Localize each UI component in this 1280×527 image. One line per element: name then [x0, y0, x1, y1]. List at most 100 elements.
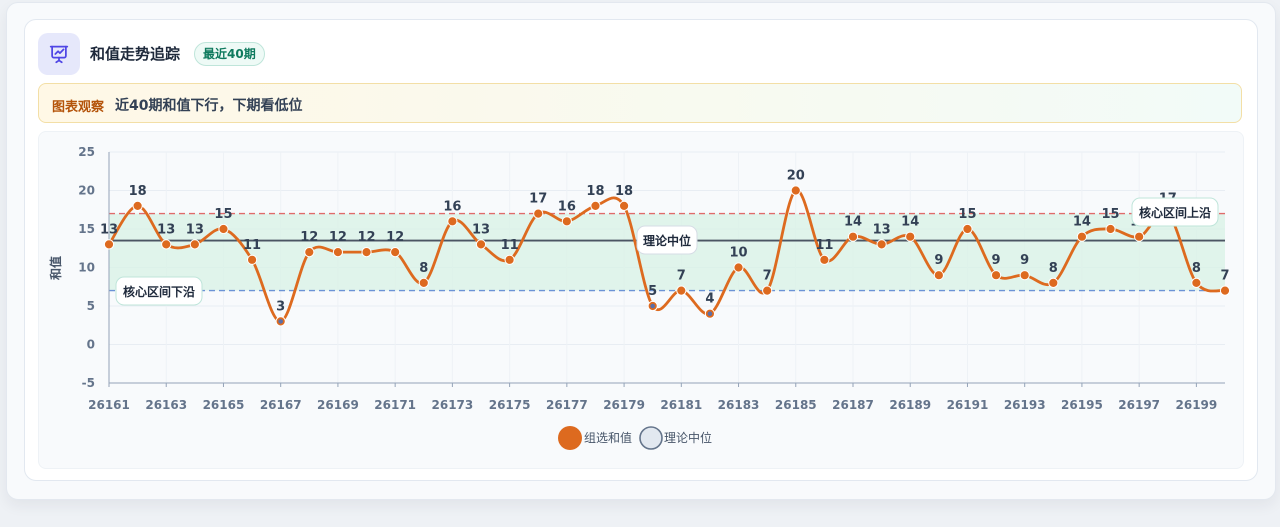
data-label: 14 — [844, 215, 862, 230]
data-point — [332, 247, 344, 258]
data-point — [933, 270, 944, 281]
data-labels: 13 18 13 13 15 11 3 12 12 12 12 8 16 13 11 17 16 18 18 5 7 4 1… — [100, 169, 1230, 315]
legend-label-series: 组选和值 — [584, 430, 632, 445]
callout-lower-label: 核心区间下沿 — [123, 284, 195, 299]
data-point — [990, 270, 1002, 281]
data-label: 11 — [243, 238, 261, 253]
y-tick-label: -5 — [82, 376, 95, 390]
data-label: 13 — [186, 222, 204, 237]
data-point — [1048, 277, 1059, 288]
data-label: 12 — [329, 230, 347, 245]
data-point — [447, 216, 458, 227]
data-point — [189, 239, 200, 250]
data-point — [733, 262, 744, 273]
data-point — [962, 223, 973, 235]
x-tick-label: 26197 — [1118, 398, 1160, 412]
x-tick-label: 26193 — [1004, 398, 1046, 412]
data-point — [847, 231, 859, 242]
data-point — [876, 239, 887, 250]
data-label: 16 — [443, 199, 461, 214]
data-point — [103, 239, 115, 250]
data-label: 13 — [100, 222, 118, 237]
data-label: 13 — [157, 222, 175, 237]
data-point — [132, 200, 143, 211]
data-point — [1019, 270, 1030, 281]
data-label: 12 — [357, 230, 375, 245]
data-point — [304, 247, 315, 258]
data-label: 15 — [1101, 207, 1119, 222]
data-label: 17 — [529, 192, 547, 207]
data-point-marker — [707, 311, 713, 317]
x-tick-label: 26195 — [1061, 398, 1103, 412]
data-label: 8 — [1192, 261, 1201, 276]
data-point — [762, 285, 773, 296]
y-tick-label: 0 — [87, 338, 95, 352]
presentation-chart-icon — [49, 45, 69, 64]
data-point — [561, 216, 572, 227]
data-label: 13 — [472, 222, 490, 237]
data-label: 12 — [300, 230, 318, 245]
data-point — [1191, 277, 1202, 288]
data-point — [905, 231, 916, 242]
observation-label: 图表观察 — [52, 100, 105, 115]
data-label: 15 — [214, 207, 232, 222]
x-tick-label: 26187 — [832, 398, 874, 412]
data-label: 15 — [958, 207, 976, 222]
y-tick-label: 20 — [78, 184, 95, 198]
callout-lower-box — [115, 276, 203, 306]
data-label: 16 — [558, 199, 576, 214]
x-tick-label: 26191 — [947, 398, 989, 412]
x-tick-label: 26175 — [489, 398, 531, 412]
x-tick-label: 26199 — [1176, 398, 1218, 412]
data-label: 18 — [129, 184, 147, 199]
data-point — [1219, 285, 1231, 296]
x-tick-label: 26171 — [374, 398, 416, 412]
data-point-marker — [650, 303, 655, 309]
data-label: 7 — [1220, 269, 1229, 284]
data-point — [819, 254, 830, 265]
y-tick-label: 5 — [87, 299, 95, 313]
x-tick-label: 26173 — [432, 398, 474, 412]
chart-panel — [38, 131, 1244, 469]
data-label: 12 — [386, 230, 404, 245]
data-point — [418, 277, 429, 288]
data-label: 11 — [815, 238, 833, 253]
data-label: 20 — [787, 169, 805, 184]
chart-legend: 组选和值 理论中位 — [558, 426, 712, 450]
chart-axes: -5 0 5 10 15 20 25 26161 26163 26165 26167 26169 261… — [78, 145, 1225, 412]
data-point-marker — [278, 319, 283, 324]
legend-label-median: 理论中位 — [664, 430, 712, 445]
data-points — [103, 185, 1231, 327]
data-label: 9 — [934, 253, 943, 268]
data-point — [676, 285, 687, 296]
data-label: 7 — [677, 269, 686, 284]
data-label: 5 — [648, 284, 657, 299]
observation-banner: 图表观察 近40期和值下行，下期看低位 — [38, 83, 1242, 123]
data-point — [790, 185, 801, 196]
data-point — [218, 223, 229, 235]
data-label: 7 — [763, 269, 772, 284]
x-tick-label: 26169 — [317, 398, 359, 412]
legend-swatch-median — [639, 426, 663, 450]
series-line-sum — [107, 189, 1226, 323]
data-label: 11 — [501, 238, 519, 253]
y-tick-label: 15 — [78, 222, 95, 236]
chart-title: 和值走势追踪 — [90, 45, 181, 63]
callout-upper-label: 核心区间上沿 — [1139, 205, 1211, 220]
data-point — [533, 208, 544, 219]
data-point — [390, 247, 401, 258]
data-label: 4 — [705, 292, 714, 307]
data-label: 13 — [873, 222, 891, 237]
data-label: 10 — [729, 246, 747, 261]
x-tick-label: 26185 — [775, 398, 817, 412]
chart-header-icon-box — [38, 33, 80, 75]
data-point — [246, 254, 258, 265]
callout-upper-box — [1131, 197, 1219, 227]
y-tick-label: 25 — [78, 145, 95, 159]
data-point — [590, 200, 601, 211]
x-tick-label: 26179 — [603, 398, 645, 412]
y-axis-label: 和值 — [48, 256, 63, 281]
data-label: 18 — [615, 184, 633, 199]
data-point — [504, 254, 515, 265]
